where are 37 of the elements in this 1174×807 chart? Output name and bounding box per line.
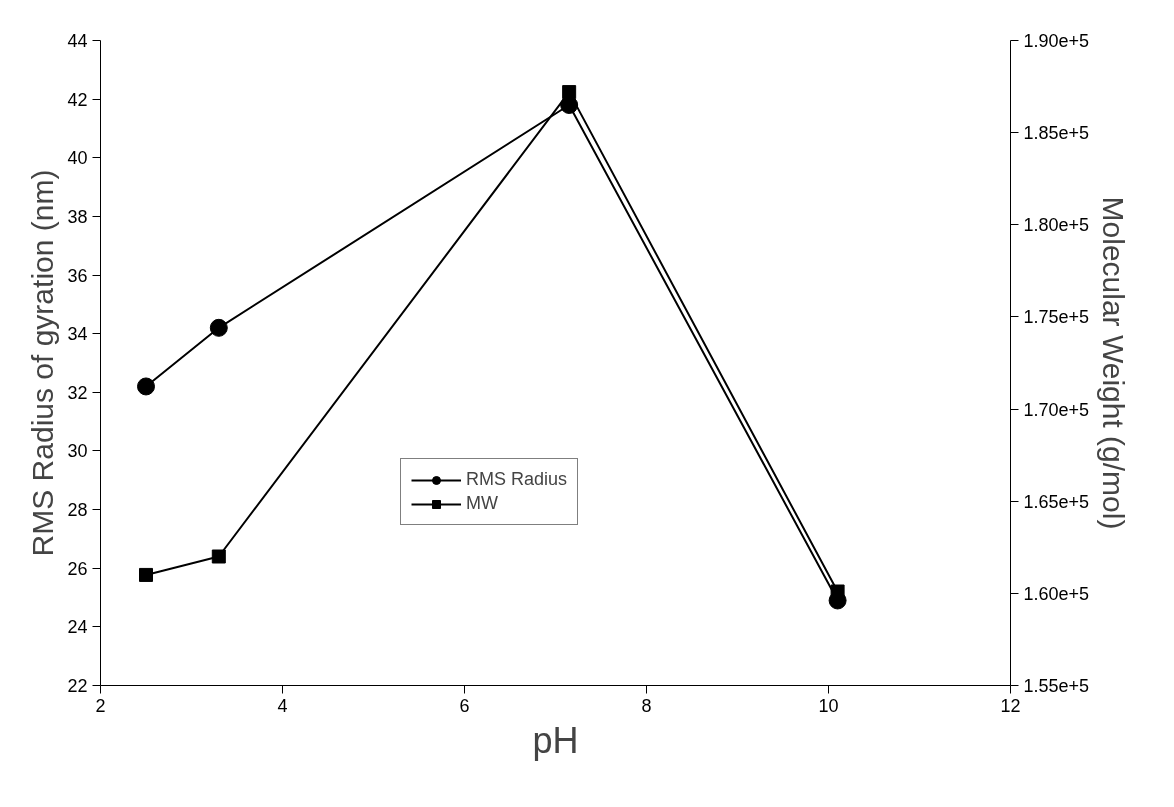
legend-label: RMS Radius <box>466 469 568 490</box>
y-tick-label: 32 <box>67 382 88 403</box>
point <box>562 85 577 100</box>
x-tick-label: 12 <box>1000 695 1021 716</box>
point <box>139 567 153 582</box>
point <box>209 318 228 337</box>
y-tick-label: 24 <box>67 617 88 638</box>
y-tick-label: 38 <box>67 206 88 227</box>
point <box>137 377 155 396</box>
y2-tick-label: 1.85e+5 <box>1023 123 1090 144</box>
y2-tick-label: 1.90e+5 <box>1023 31 1090 51</box>
y2-tick-label: 1.80e+5 <box>1023 215 1090 236</box>
point <box>211 549 226 564</box>
y-tick-label: 36 <box>67 265 88 286</box>
legend-label: MW <box>466 493 498 514</box>
x-axis-title: pH <box>532 719 579 761</box>
y-tick-label: 22 <box>67 676 88 696</box>
y-tick-label: 40 <box>67 148 88 169</box>
x-tick-label: 2 <box>95 695 106 716</box>
point <box>830 584 845 599</box>
y-tick-label: 30 <box>67 441 88 462</box>
y2-axis-title: Molecular Weight (g/mol) <box>1097 196 1131 530</box>
y2-tick-label: 1.75e+5 <box>1023 307 1090 328</box>
y2-tick-label: 1.70e+5 <box>1023 399 1090 420</box>
y-tick-label: 28 <box>67 500 88 521</box>
y2-tick-label: 1.65e+5 <box>1023 491 1090 512</box>
x-tick-label: 6 <box>459 695 470 716</box>
x-tick-label: 4 <box>277 695 288 716</box>
y2-tick-label: 1.55e+5 <box>1023 676 1090 696</box>
y-tick-label: 44 <box>67 31 88 51</box>
y-tick-label: 34 <box>67 324 88 345</box>
x-tick-label: 8 <box>641 695 652 716</box>
y-tick-label: 42 <box>67 89 88 110</box>
x-tick-label: 10 <box>818 695 839 716</box>
y2-tick-label: 1.60e+5 <box>1023 583 1090 604</box>
y-tick-label: 26 <box>67 558 88 579</box>
y-axis-title: RMS Radius of gyration (nm) <box>26 169 60 557</box>
